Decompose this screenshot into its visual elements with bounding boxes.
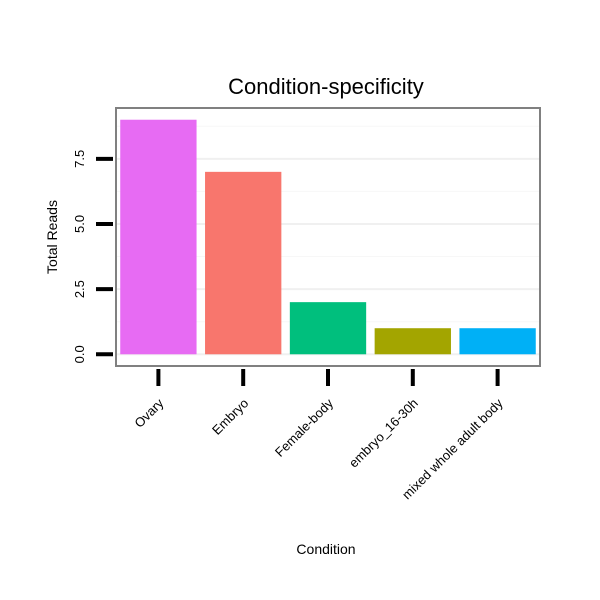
y-tick-label: 2.5 (72, 280, 87, 298)
x-axis-label: Condition (296, 541, 355, 557)
chart-title: Condition-specificity (228, 74, 424, 99)
y-tick-label: 0.0 (72, 345, 87, 363)
y-axis-ticks: 0.0 2.5 5.0 7.5 (72, 150, 113, 363)
y-tick-label: 7.5 (72, 150, 87, 168)
bar-0 (120, 119, 197, 355)
plot-panel-border (115, 107, 541, 367)
y-tick-label: 5.0 (72, 215, 87, 233)
bar-2 (289, 302, 367, 355)
bar-4 (459, 328, 536, 355)
bars (120, 119, 536, 355)
y-axis-label: Total Reads (44, 200, 60, 274)
bar-3 (374, 328, 451, 355)
bar-1 (205, 171, 282, 355)
